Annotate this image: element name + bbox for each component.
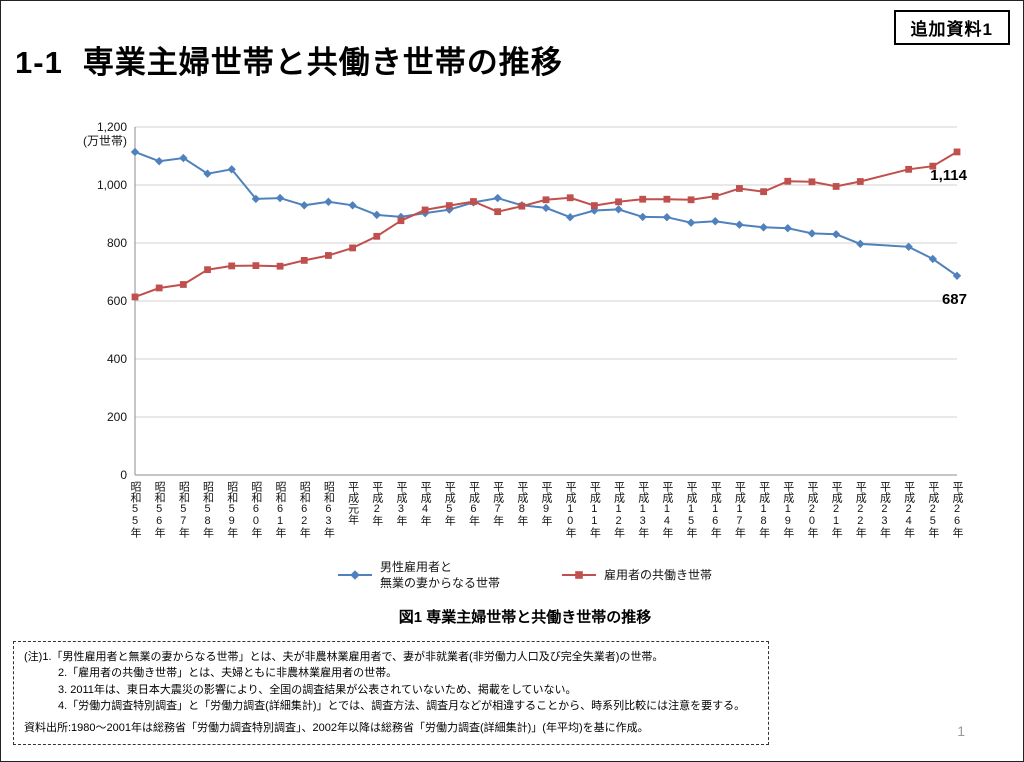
x-axis-label: 平成5年	[443, 481, 456, 527]
svg-text:400: 400	[107, 352, 127, 366]
x-axis-label: 平成19年	[781, 481, 794, 539]
legend-marker-diamond	[337, 570, 372, 581]
x-axis-label: 平成17年	[733, 481, 746, 539]
page-number: 1	[957, 723, 965, 739]
x-axis-label: 平成20年	[805, 481, 818, 539]
x-axis-label: 昭和63年	[322, 481, 335, 539]
x-axis-label: 昭和57年	[177, 481, 190, 539]
source-note: 資料出所:1980〜2001年は総務省「労働力調査特別調査」、2002年以降は総…	[24, 721, 649, 734]
x-axis-label: 平成2年	[370, 481, 383, 527]
x-axis-label: 平成23年	[878, 481, 891, 539]
x-axis-label: 平成25年	[926, 481, 939, 539]
legend-label-line: 雇用者の共働き世帯	[604, 568, 713, 583]
note-item-2: 2.「雇用者の共働き世帯」とは、夫婦ともに非農林業雇用者の世帯。	[58, 667, 398, 680]
x-axis-label: 平成3年	[394, 481, 407, 527]
x-axis-label: 平成16年	[709, 481, 722, 539]
x-axis-label: 平成24年	[902, 481, 915, 539]
section-number: 1-1	[15, 45, 63, 80]
svg-text:0: 0	[120, 468, 127, 482]
svg-text:600: 600	[107, 294, 127, 308]
x-axis-label: 昭和55年	[129, 481, 141, 539]
svg-text:1,114: 1,114	[930, 167, 967, 184]
x-axis-label: 平成14年	[660, 481, 673, 539]
notes-box: (注)1.「男性雇用者と無業の妻からなる世帯」とは、夫が非農林業雇用者で、妻が非…	[13, 640, 769, 746]
title-text: 専業主婦世帯と共働き世帯の推移	[82, 45, 563, 80]
chart-svg: 0 200 400 600 800 1,000 1,200(万世帯) 687 1,114	[83, 120, 968, 482]
svg-text:1,000: 1,000	[97, 178, 127, 192]
x-axis-label: 平成18年	[757, 481, 770, 539]
x-axis-label: 昭和62年	[298, 481, 311, 539]
x-axis-label: 昭和58年	[201, 481, 214, 539]
square-marker-icon	[575, 571, 583, 580]
svg-text:1,200: 1,200	[97, 120, 127, 134]
legend-label-line: 無業の妻からなる世帯	[379, 576, 500, 591]
legend-label: 雇用者の共働き世帯	[604, 567, 712, 583]
svg-text:800: 800	[107, 236, 127, 250]
svg-text:687: 687	[942, 291, 967, 308]
x-axis-label: 平成12年	[612, 481, 625, 539]
x-axis-label: 平成元年	[346, 481, 359, 526]
notes-label: (注)	[24, 650, 43, 663]
svg-text:(万世帯): (万世帯)	[83, 134, 127, 148]
legend-label: 男性雇用者と 無業の妻からなる世帯	[380, 559, 500, 591]
x-axis-label: 平成21年	[830, 481, 843, 539]
x-axis-label: 昭和60年	[249, 481, 262, 539]
x-axis-label: 平成26年	[951, 481, 963, 539]
additional-material-tag: 追加資料1	[893, 10, 1010, 45]
svg-text:200: 200	[107, 410, 127, 424]
x-axis-label: 平成11年	[588, 481, 601, 539]
x-axis-label: 平成22年	[854, 481, 867, 539]
x-axis-label: 平成6年	[467, 481, 480, 527]
diamond-marker-icon	[350, 570, 360, 581]
legend-label-line: 男性雇用者と	[379, 560, 452, 575]
x-axis-label: 平成13年	[636, 481, 649, 539]
x-axis-label: 昭和61年	[274, 481, 287, 539]
chart-legend: 男性雇用者と 無業の妻からなる世帯 雇用者の共働き世帯	[79, 559, 971, 591]
note-item-3: 3. 2011年は、東日本大震災の影響により、全国の調査結果が公表されていないた…	[58, 683, 577, 696]
x-axis-label: 昭和59年	[225, 481, 238, 539]
x-axis-label: 平成7年	[491, 481, 504, 527]
note-row-1: (注)1.「男性雇用者と無業の妻からなる世帯」とは、夫が非農林業雇用者で、妻が非…	[24, 649, 758, 666]
x-axis-label: 平成4年	[419, 481, 432, 527]
legend-item-dual-income-households: 雇用者の共働き世帯	[562, 567, 712, 583]
note-item-1: 1.「男性雇用者と無業の妻からなる世帯」とは、夫が非農林業雇用者で、妻が非就業者…	[42, 650, 664, 663]
chart-area: 0 200 400 600 800 1,000 1,200 (万世帯) 687 1,114 昭和5…	[79, 113, 971, 551]
page-title: 1-1 専業主婦世帯と共働き世帯の推移	[1, 1, 1023, 83]
figure-caption: 図1 専業主婦世帯と共働き世帯の推移	[398, 608, 652, 626]
x-axis-label: 平成10年	[564, 481, 577, 539]
x-axis-label: 平成9年	[540, 481, 552, 527]
legend-marker-square	[562, 571, 596, 580]
x-axis-label: 昭和56年	[153, 481, 166, 539]
x-axis-label: 平成8年	[515, 481, 528, 527]
x-axis-label: 平成15年	[685, 481, 698, 539]
note-item-4: 4.「労働力調査特別調査」と「労働力調査(詳細集計)」とでは、調査方法、調査月な…	[58, 700, 746, 713]
legend-item-housewife-households: 男性雇用者と 無業の妻からなる世帯	[337, 559, 500, 591]
